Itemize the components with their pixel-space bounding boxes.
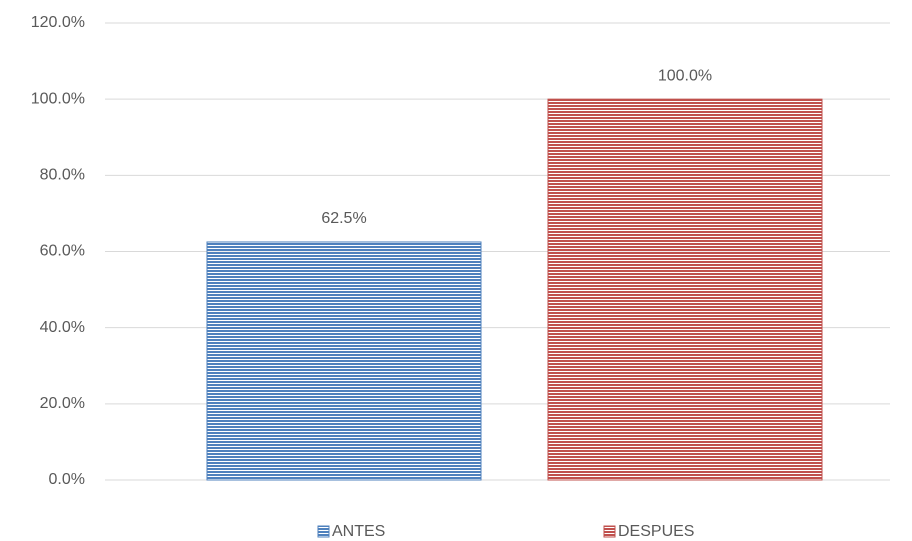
y-tick-label: 40.0% xyxy=(40,319,85,336)
legend-swatch xyxy=(317,525,330,538)
y-tick-label: 20.0% xyxy=(40,395,85,412)
data-label: 100.0% xyxy=(658,67,712,84)
legend-swatch xyxy=(603,525,616,538)
legend-label: ANTES xyxy=(332,523,385,540)
legend-label: DESPUES xyxy=(618,523,694,540)
data-label: 62.5% xyxy=(321,210,366,227)
y-tick-label: 60.0% xyxy=(40,243,85,260)
y-tick-label: 100.0% xyxy=(31,90,85,107)
bar xyxy=(547,98,823,481)
bar xyxy=(206,241,482,481)
y-tick-label: 80.0% xyxy=(40,167,85,184)
y-tick-label: 120.0% xyxy=(31,14,85,31)
y-tick-label: 0.0% xyxy=(49,471,85,488)
